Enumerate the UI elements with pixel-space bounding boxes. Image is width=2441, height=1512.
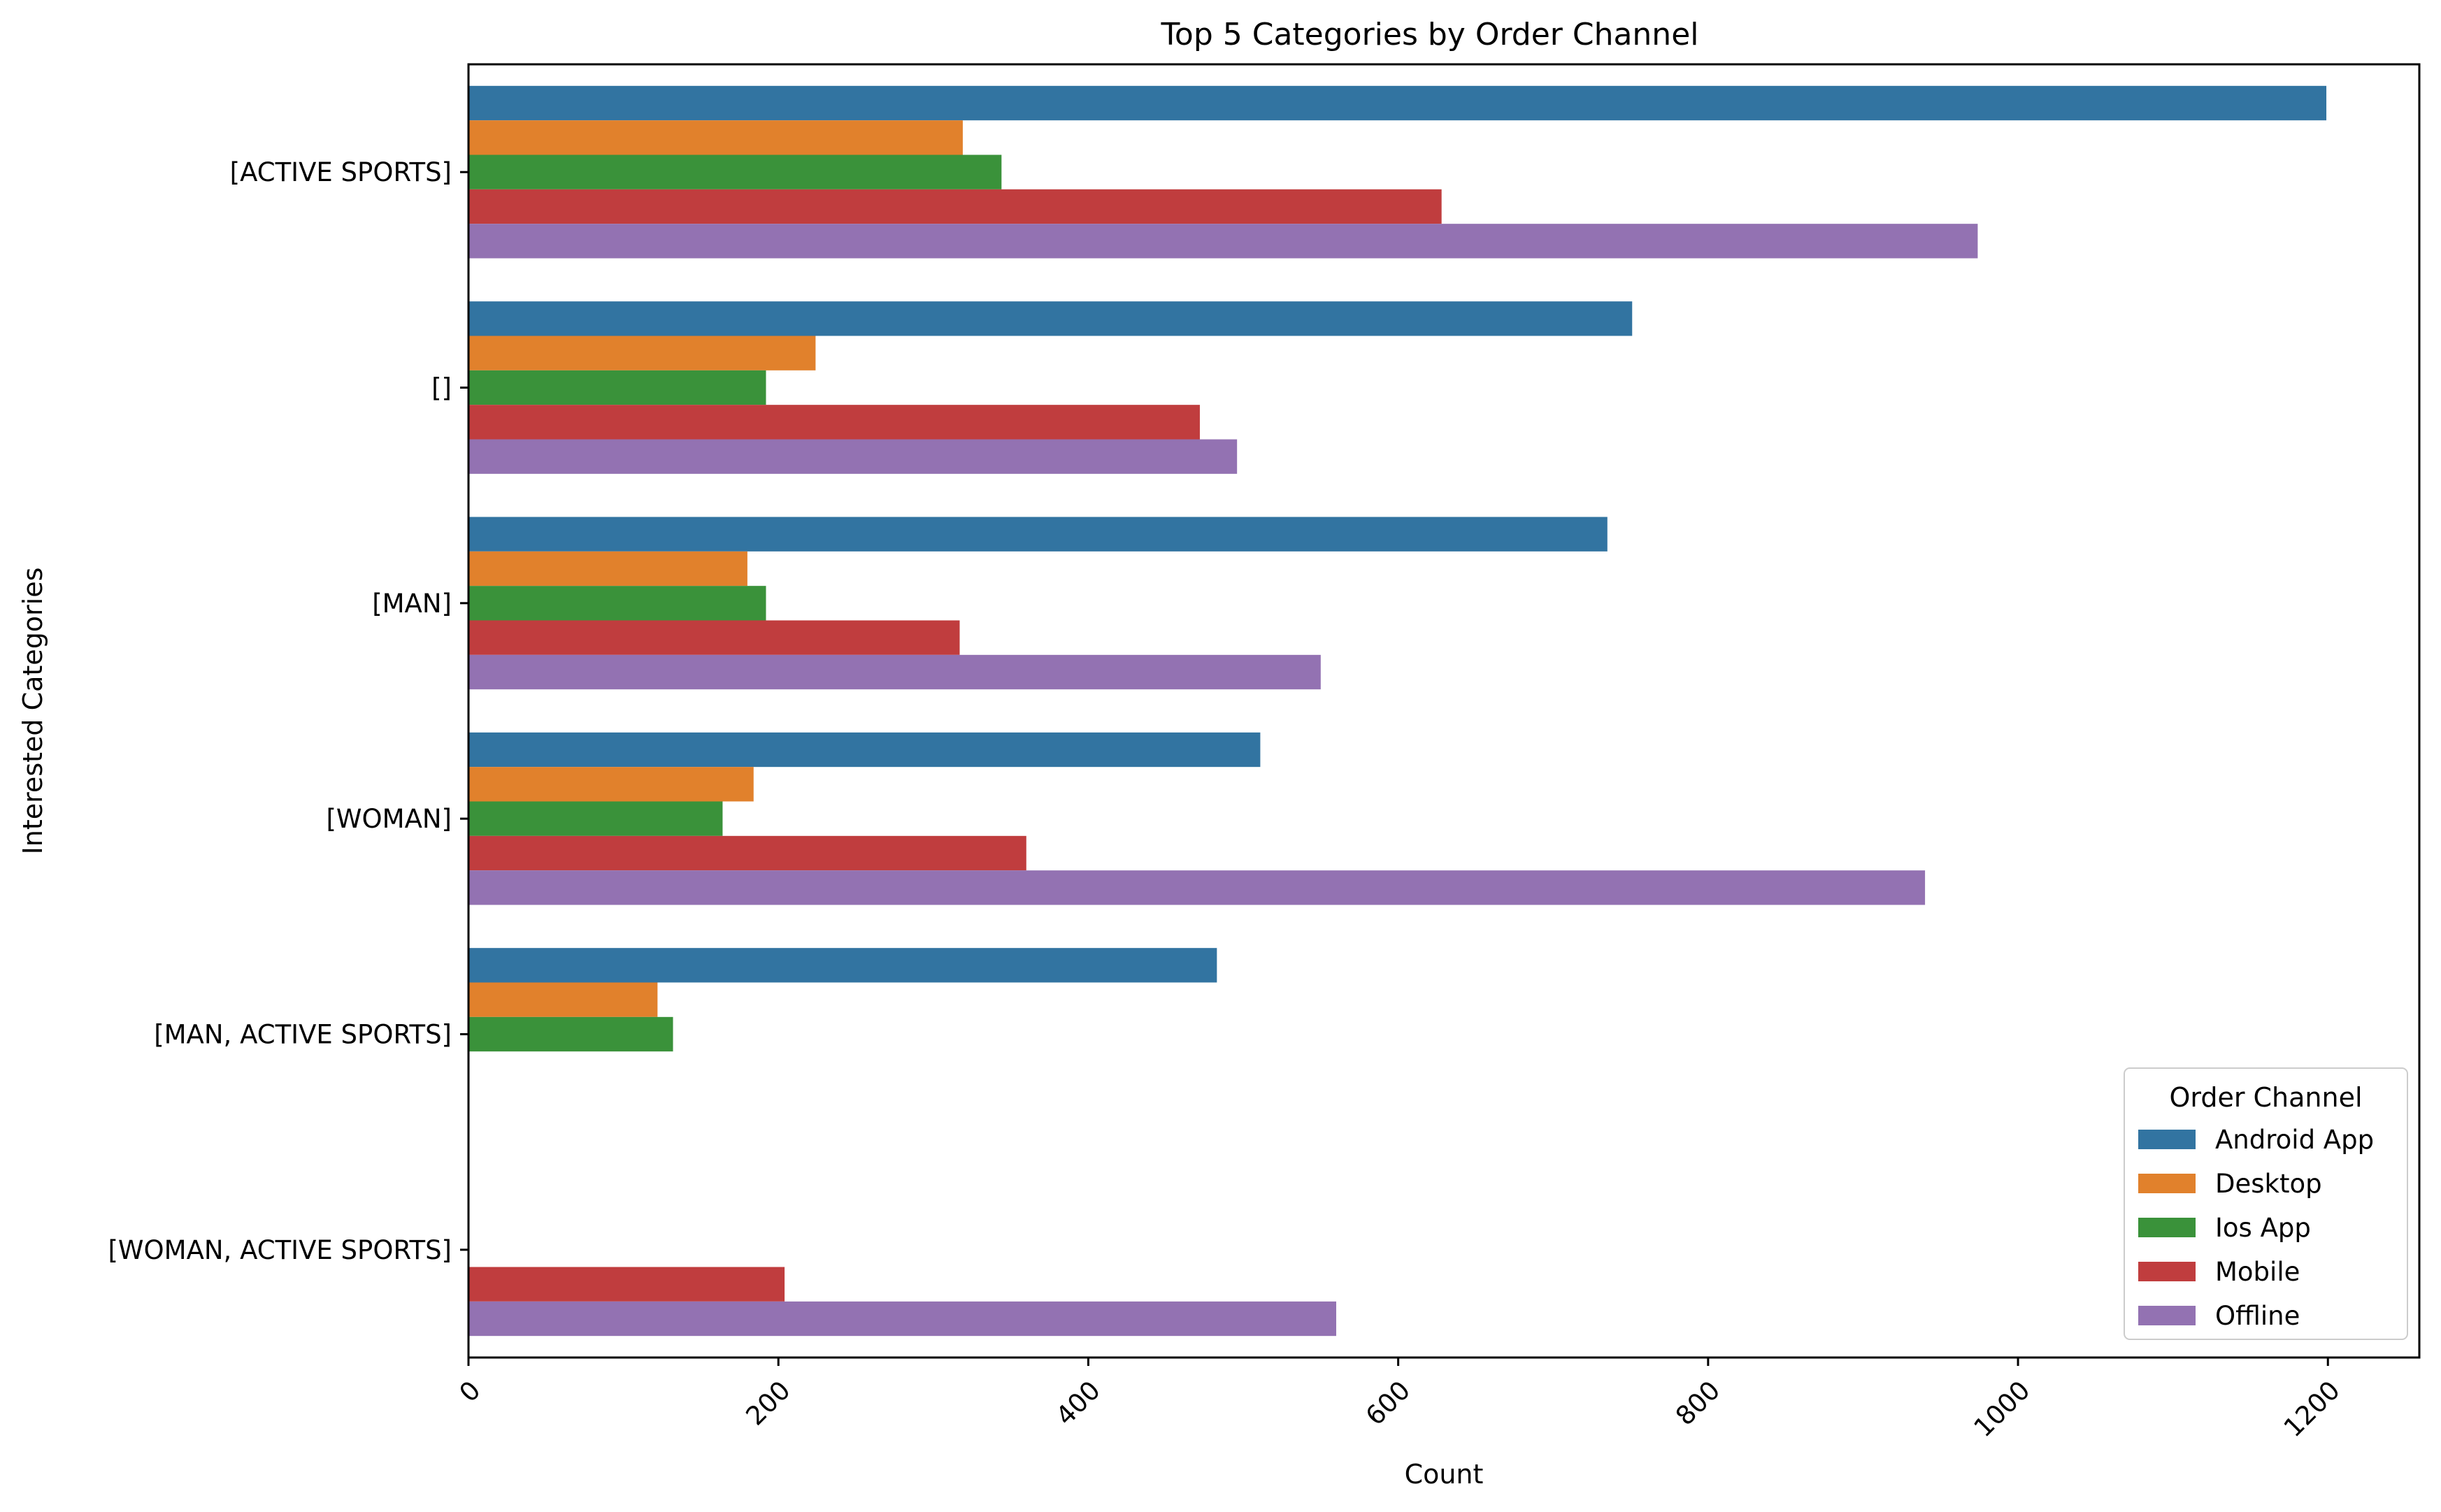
y-axis-label: Interested Categories	[17, 568, 48, 855]
legend-swatch	[2138, 1306, 2196, 1325]
bars-layer	[468, 85, 2327, 1337]
bar	[468, 835, 1026, 871]
bar	[468, 948, 1217, 983]
legend-swatch	[2138, 1174, 2196, 1193]
bar	[468, 439, 1238, 474]
bar	[468, 586, 766, 621]
plot-frame	[467, 63, 2421, 1359]
legend-swatch	[2138, 1262, 2196, 1281]
bar	[468, 767, 754, 802]
legend-title: Order Channel	[2169, 1082, 2362, 1113]
x-tick-label: 1000	[1968, 1375, 2036, 1443]
y-axis: [ACTIVE SPORTS] [] [MAN] [WOMAN] [MAN, ACTIV…	[108, 157, 468, 1265]
y-tick-label: [ACTIVE SPORTS]	[230, 157, 452, 187]
x-tick-label: 800	[1670, 1375, 1726, 1431]
legend-label: Android App	[2215, 1125, 2374, 1155]
bar	[468, 224, 1978, 259]
bar	[468, 982, 658, 1017]
chart-title: Top 5 Categories by Order Channel	[1161, 17, 1699, 52]
legend-swatch	[2138, 1218, 2196, 1237]
x-tick-label: 0	[454, 1375, 487, 1408]
x-axis-label: Count	[1405, 1459, 1484, 1490]
bar	[468, 1016, 673, 1052]
legend-label: Ios App	[2215, 1213, 2311, 1243]
legend-swatch	[2138, 1130, 2196, 1149]
bar	[468, 801, 723, 836]
bar	[468, 654, 1321, 690]
y-tick-label: [MAN, ACTIVE SPORTS]	[154, 1020, 452, 1050]
legend-label: Offline	[2215, 1301, 2300, 1331]
x-axis: 0 200 400 600 800 1000 1200	[454, 1358, 2346, 1443]
y-tick-label: [MAN]	[372, 589, 452, 619]
bar	[468, 370, 766, 405]
bar	[468, 336, 816, 370]
bar	[468, 732, 1261, 768]
y-tick-label: [WOMAN]	[327, 804, 452, 834]
bar	[468, 120, 963, 155]
bar	[468, 870, 1926, 905]
bar	[468, 85, 2327, 121]
x-tick-label: 400	[1050, 1375, 1106, 1431]
bar	[468, 1267, 785, 1302]
x-tick-label: 200	[740, 1375, 796, 1431]
x-tick-label: 600	[1360, 1375, 1416, 1431]
bar	[468, 189, 1442, 224]
bar	[468, 620, 960, 655]
bar	[468, 301, 1633, 336]
legend-label: Desktop	[2215, 1169, 2322, 1199]
bar	[468, 517, 1608, 552]
bar	[468, 154, 1002, 189]
bar	[468, 405, 1200, 440]
bar	[468, 551, 747, 586]
bar	[468, 1301, 1336, 1337]
legend: Order Channel Android App Desktop Ios App Mo…	[2124, 1067, 2408, 1340]
legend-label: Mobile	[2215, 1257, 2300, 1287]
y-tick-label: []	[431, 373, 452, 403]
y-tick-label: [WOMAN, ACTIVE SPORTS]	[108, 1235, 452, 1265]
x-tick-label: 1200	[2278, 1375, 2346, 1443]
